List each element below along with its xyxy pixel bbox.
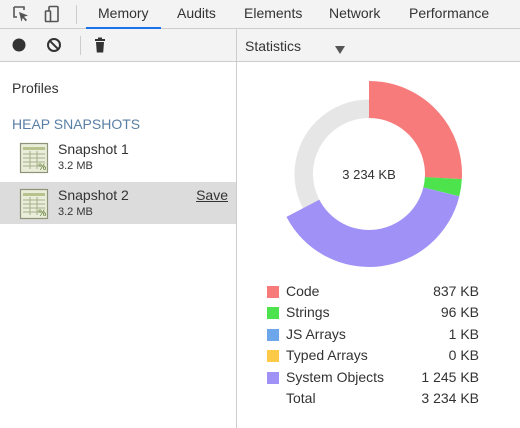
toolbar-separator — [76, 5, 77, 24]
donut-slice-strings — [423, 177, 462, 197]
legend-label: Strings — [286, 304, 330, 321]
element-picker-icon[interactable] — [12, 5, 30, 23]
legend-label: Typed Arrays — [286, 347, 368, 364]
legend-swatch — [267, 307, 279, 320]
legend-value: 837 KB — [433, 283, 479, 299]
view-selector-dropdown[interactable]: Statistics — [245, 29, 355, 62]
record-icon[interactable] — [11, 37, 27, 53]
dropdown-arrow-icon — [335, 41, 345, 54]
toolbar-separator — [80, 36, 81, 55]
profiles-toolbar — [0, 29, 236, 62]
donut-center-label: 3 234 KB — [342, 167, 396, 182]
trash-icon[interactable] — [92, 37, 108, 53]
legend-label: System Objects — [286, 368, 385, 385]
legend-swatch — [267, 328, 279, 341]
legend-value: 96 KB — [440, 304, 479, 321]
devtools-tab-bar: Memory Audits Elements Network Performan… — [0, 0, 520, 29]
snapshot-name: Snapshot 2 — [58, 187, 129, 203]
heap-snapshot-icon: % — [19, 188, 49, 220]
snapshot-item-1[interactable]: % Snapshot 1 3.2 MB — [0, 136, 236, 178]
heap-snapshots-heading: HEAP SNAPSHOTS — [12, 116, 141, 132]
legend-row-js-arrays: JS Arrays 1 KB — [265, 326, 485, 347]
legend-row-typed-arrays: Typed Arrays 0 KB — [265, 347, 485, 368]
donut-slice-code — [369, 81, 462, 180]
tab-network[interactable]: Network — [329, 5, 381, 21]
svg-text:%: % — [38, 209, 47, 219]
legend-swatch — [267, 371, 279, 384]
legend-value: 0 KB — [448, 347, 479, 364]
view-selector-label: Statistics — [245, 38, 302, 54]
clear-icon[interactable] — [46, 37, 62, 53]
legend-value: 3 234 KB — [421, 389, 479, 406]
save-snapshot-link[interactable]: Save — [196, 187, 228, 203]
snapshot-item-2[interactable]: % Snapshot 2 3.2 MB Save — [0, 182, 236, 224]
legend-value: 1 245 KB — [421, 368, 479, 385]
legend-swatch — [267, 350, 279, 363]
legend-row-total: Total 3 234 KB — [265, 390, 485, 411]
statistics-view: 3 234 KB Code 837 KB Strings 96 KB JS Ar… — [237, 62, 520, 428]
legend-row-system-objects: System Objects 1 245 KB — [265, 369, 485, 390]
view-toolbar: Statistics — [237, 29, 520, 62]
legend-row-code: Code 837 KB — [265, 283, 485, 304]
donut-slice-system-objects — [286, 187, 460, 267]
legend-label: Code — [286, 283, 320, 299]
tab-elements[interactable]: Elements — [244, 5, 303, 21]
tab-performance[interactable]: Performance — [409, 5, 490, 21]
snapshot-size: 3.2 MB — [58, 160, 93, 172]
legend-row-strings: Strings 96 KB — [265, 304, 485, 325]
heap-snapshot-icon: % — [19, 142, 49, 174]
device-toggle-icon[interactable] — [44, 5, 62, 23]
panel-divider[interactable] — [236, 29, 237, 428]
profiles-heading: Profiles — [12, 80, 59, 96]
legend-label: Total — [286, 389, 316, 406]
legend-swatch — [267, 286, 279, 298]
snapshot-size: 3.2 MB — [58, 206, 93, 218]
svg-text:%: % — [38, 163, 47, 173]
memory-donut-chart: 3 234 KB — [269, 74, 469, 274]
profiles-sidebar: Profiles HEAP SNAPSHOTS % Snapshot 1 3.2… — [0, 62, 236, 428]
snapshot-name: Snapshot 1 — [58, 141, 129, 157]
donut-slice-js-arrays — [423, 187, 460, 197]
legend-label: JS Arrays — [286, 325, 346, 342]
memory-legend: Code 837 KB Strings 96 KB JS Arrays 1 KB… — [265, 283, 485, 411]
tab-memory[interactable]: Memory — [86, 0, 161, 29]
legend-value: 1 KB — [448, 325, 479, 342]
tab-audits[interactable]: Audits — [177, 5, 216, 21]
